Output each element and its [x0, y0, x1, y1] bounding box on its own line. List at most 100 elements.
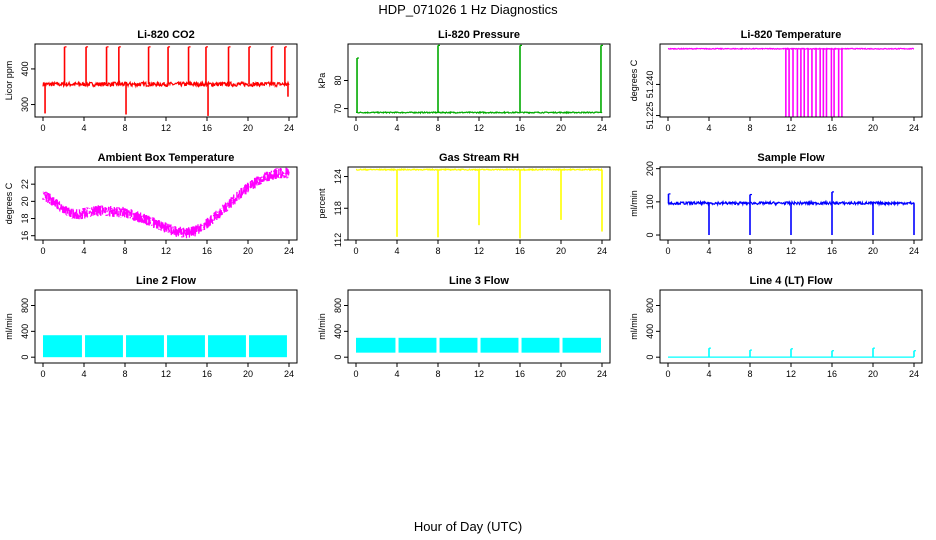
y-axis-label: kPa	[317, 73, 327, 89]
data-layer	[667, 47, 915, 117]
flow-band	[521, 337, 560, 353]
y-axis-label: ml/min	[4, 313, 14, 340]
x-tick-label: 16	[515, 369, 525, 379]
plot-frame	[347, 43, 611, 118]
x-tick-label: 4	[81, 369, 86, 379]
flow-band	[85, 335, 123, 358]
x-tick-label: 8	[747, 123, 752, 133]
chart-panel-5: Gas Stream RH percent 0 4 8 12 16 20 24 112 118 124	[317, 152, 611, 256]
y-tick-label: 400	[645, 324, 655, 339]
chart-panel-3: Li-820 Temperature degrees C 0 4 8 12 16 20 24 51…	[629, 29, 923, 133]
x-tick-label: 16	[202, 123, 212, 133]
y-tick-label: 51.240	[645, 71, 655, 99]
plot-frame	[659, 289, 923, 364]
x-tick-label: 24	[284, 123, 294, 133]
chart-title: Li-820 Pressure	[438, 29, 520, 41]
x-tick-label: 24	[909, 369, 919, 379]
x-tick-label: 4	[81, 246, 86, 256]
x-axis-label: Hour of Day (UTC)	[414, 519, 522, 534]
flow-band	[398, 337, 437, 353]
y-axis-label: degrees C	[4, 182, 14, 224]
x-tick-label: 16	[515, 246, 525, 256]
y-tick-label: 400	[20, 61, 30, 76]
data-layer	[42, 167, 290, 239]
y-tick-label: 22	[20, 179, 30, 189]
x-tick-label: 4	[706, 369, 711, 379]
y-tick-label: 18	[20, 214, 30, 224]
chart-title: Gas Stream RH	[439, 152, 519, 164]
x-tick-label: 24	[909, 123, 919, 133]
x-tick-label: 16	[202, 369, 212, 379]
chart-title: Ambient Box Temperature	[98, 152, 235, 164]
x-tick-label: 8	[435, 246, 440, 256]
x-tick-label: 20	[556, 246, 566, 256]
chart-title: Sample Flow	[757, 152, 825, 164]
x-tick-label: 0	[353, 369, 358, 379]
x-tick-label: 0	[665, 123, 670, 133]
x-tick-label: 20	[243, 369, 253, 379]
x-tick-label: 4	[394, 123, 399, 133]
data-layer	[356, 44, 603, 115]
y-axis-label: Licor ppm	[4, 61, 14, 101]
plot-frame	[659, 43, 923, 118]
chart-panel-8: Line 3 Flow ml/min 0 4 8 12 16 20 24 0 400 800	[317, 275, 611, 379]
x-tick-label: 12	[786, 123, 796, 133]
y-tick-label: 100	[645, 194, 655, 209]
x-tick-label: 20	[868, 369, 878, 379]
x-tick-label: 24	[909, 246, 919, 256]
data-layer	[43, 335, 287, 358]
x-tick-label: 12	[786, 246, 796, 256]
plot-frame	[34, 166, 298, 241]
flow-band	[167, 335, 205, 358]
x-tick-label: 0	[40, 369, 45, 379]
y-tick-label: 200	[645, 161, 655, 176]
y-tick-label: 118	[333, 201, 343, 215]
x-tick-label: 12	[474, 123, 484, 133]
chart-title: Li-820 CO2	[137, 29, 194, 41]
y-tick-label: 80	[333, 75, 343, 85]
x-tick-label: 12	[161, 123, 171, 133]
flow-band	[439, 337, 478, 353]
x-tick-label: 12	[786, 369, 796, 379]
y-tick-label: 800	[645, 298, 655, 313]
y-tick-label: 300	[20, 97, 30, 112]
y-tick-label: 400	[20, 324, 30, 339]
chart-panel-9: Line 4 (LT) Flow ml/min 0 4 8 12 16 20 24 0 400 800	[629, 275, 923, 379]
flow-band	[480, 337, 519, 353]
x-tick-label: 8	[747, 246, 752, 256]
x-tick-label: 4	[706, 123, 711, 133]
flow-band	[126, 335, 164, 358]
x-tick-label: 16	[827, 123, 837, 133]
x-tick-label: 0	[665, 369, 670, 379]
y-tick-label: 800	[20, 298, 30, 313]
y-axis-label: degrees C	[629, 59, 639, 101]
plot-frame	[347, 166, 611, 241]
chart-panel-2: Li-820 Pressure kPa 0 4 8 12 16 20 24 70 80	[317, 29, 611, 133]
x-tick-label: 16	[515, 123, 525, 133]
x-tick-label: 20	[868, 123, 878, 133]
chart-panel-6: Sample Flow ml/min 0 4 8 12 16 20 24 0 100 200	[629, 152, 923, 256]
plot-frame	[659, 166, 923, 241]
x-tick-label: 20	[243, 123, 253, 133]
x-tick-label: 0	[353, 123, 358, 133]
figure-title: HDP_071026 1 Hz Diagnostics	[378, 2, 558, 17]
y-axis-label: percent	[317, 188, 327, 219]
x-tick-label: 24	[284, 369, 294, 379]
flow-band	[562, 337, 601, 353]
plot-frame	[34, 43, 298, 118]
x-tick-label: 8	[122, 369, 127, 379]
x-tick-label: 0	[40, 123, 45, 133]
chart-panel-7: Line 2 Flow ml/min 0 4 8 12 16 20 24 0 400 800	[4, 275, 298, 379]
y-tick-label: 0	[645, 233, 655, 238]
flow-band	[356, 337, 396, 353]
series-line	[42, 79, 290, 89]
y-tick-label: 16	[20, 231, 30, 241]
y-tick-label: 0	[645, 355, 655, 360]
x-tick-label: 20	[556, 123, 566, 133]
x-tick-label: 12	[474, 246, 484, 256]
flow-band	[43, 335, 82, 358]
x-tick-label: 24	[597, 369, 607, 379]
x-tick-label: 0	[353, 246, 358, 256]
